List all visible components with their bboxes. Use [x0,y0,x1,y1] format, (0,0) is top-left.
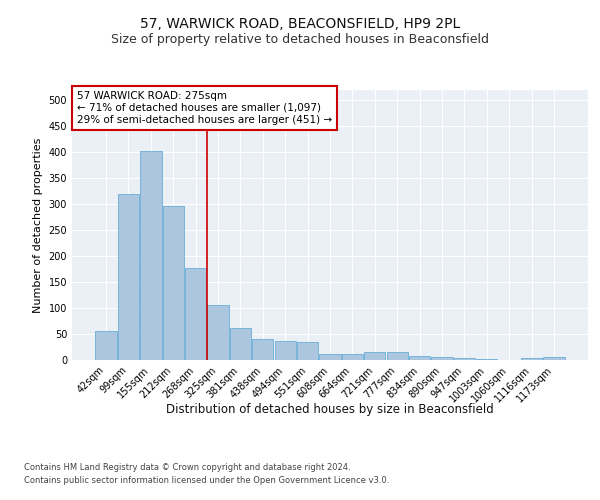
Bar [140,152,161,360]
Text: Contains HM Land Registry data © Crown copyright and database right 2024.: Contains HM Land Registry data © Crown c… [24,462,350,471]
Bar [386,352,408,360]
Bar [521,358,542,360]
Bar [95,332,117,360]
Bar [364,352,385,360]
Bar [163,206,184,360]
Bar [275,342,296,360]
Bar [543,358,565,360]
Text: Contains public sector information licensed under the Open Government Licence v3: Contains public sector information licen… [24,476,389,485]
Bar [319,354,341,360]
Bar [454,358,475,360]
Bar [230,328,251,360]
Bar [118,194,139,360]
Bar [297,342,318,360]
Text: 57, WARWICK ROAD, BEACONSFIELD, HP9 2PL: 57, WARWICK ROAD, BEACONSFIELD, HP9 2PL [140,18,460,32]
Text: Distribution of detached houses by size in Beaconsfield: Distribution of detached houses by size … [166,402,494,415]
Bar [252,339,274,360]
Bar [185,268,206,360]
Y-axis label: Number of detached properties: Number of detached properties [33,138,43,312]
Bar [431,358,452,360]
Text: Size of property relative to detached houses in Beaconsfield: Size of property relative to detached ho… [111,32,489,46]
Bar [342,354,363,360]
Text: 57 WARWICK ROAD: 275sqm
← 71% of detached houses are smaller (1,097)
29% of semi: 57 WARWICK ROAD: 275sqm ← 71% of detache… [77,92,332,124]
Bar [409,356,430,360]
Bar [208,305,229,360]
